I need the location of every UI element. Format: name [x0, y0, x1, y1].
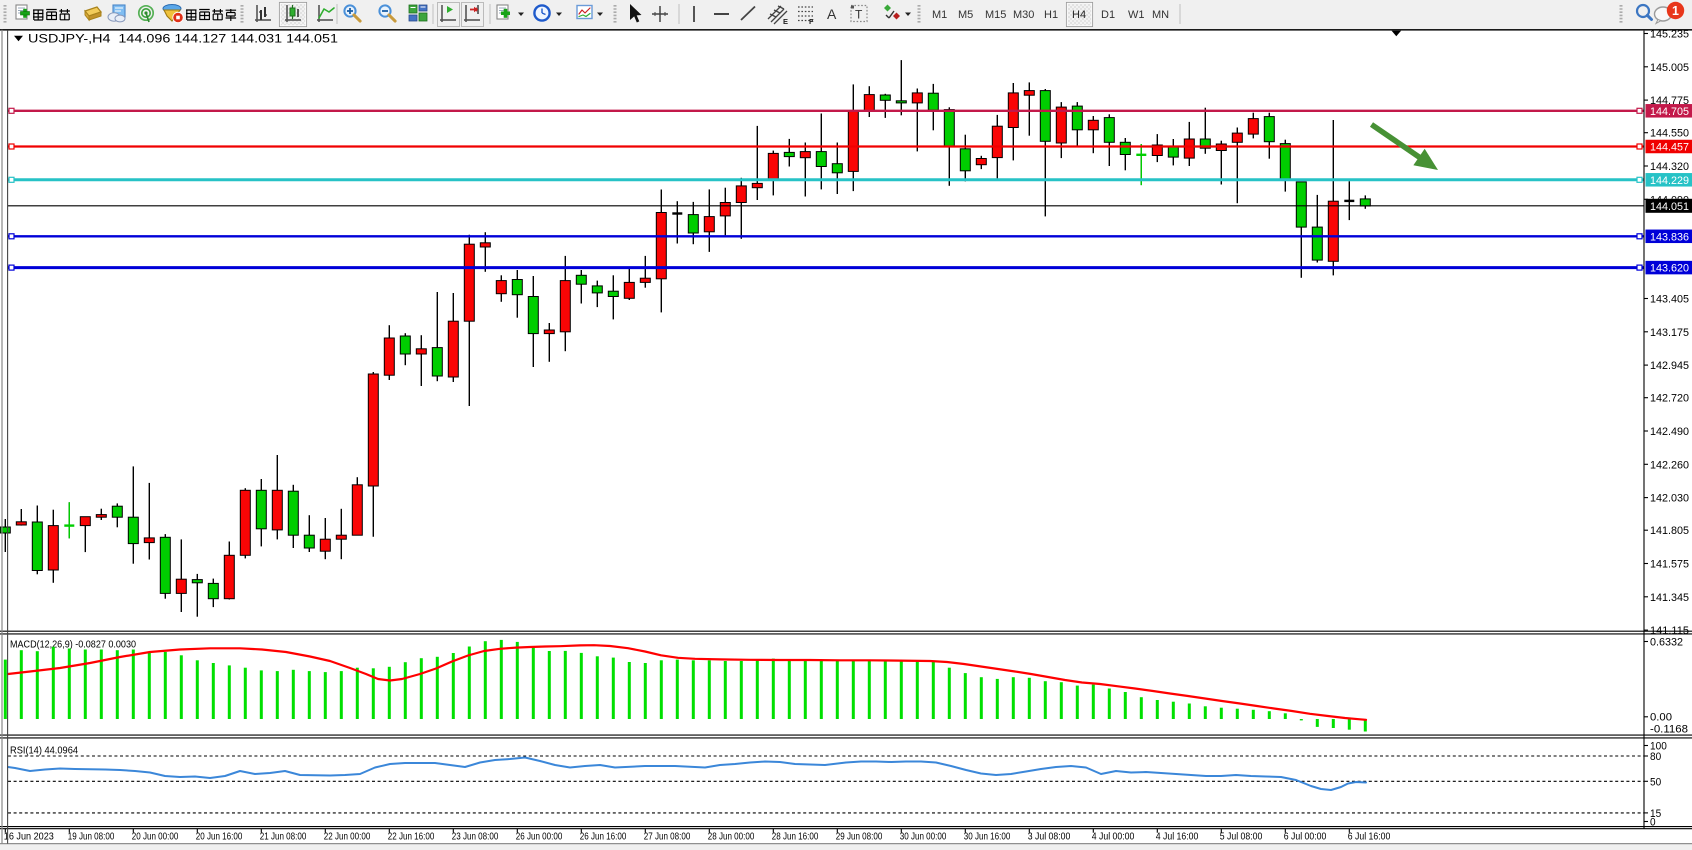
svg-text:142.945: 142.945 [1650, 360, 1689, 372]
svg-text:22 Jun 16:00: 22 Jun 16:00 [388, 832, 435, 843]
svg-text:28 Jun 00:00: 28 Jun 00:00 [708, 832, 755, 843]
svg-text:0.00: 0.00 [1650, 711, 1672, 723]
svg-text:28 Jun 16:00: 28 Jun 16:00 [772, 832, 819, 843]
svg-text:W1: W1 [1128, 9, 1145, 21]
svg-text:20 Jun 00:00: 20 Jun 00:00 [132, 832, 179, 843]
svg-text:141.345: 141.345 [1650, 592, 1689, 604]
svg-text:145.005: 145.005 [1650, 62, 1689, 74]
svg-text:RSI(14) 44.0964: RSI(14) 44.0964 [10, 746, 78, 757]
svg-text:144.457: 144.457 [1650, 142, 1689, 154]
svg-text:M1: M1 [932, 9, 947, 21]
svg-text:H4: H4 [1072, 9, 1086, 21]
svg-text:D1: D1 [1101, 9, 1115, 21]
svg-text:4 Jul 16:00: 4 Jul 16:00 [1156, 832, 1199, 843]
svg-text:144.229: 144.229 [1650, 175, 1689, 187]
svg-text:143.405: 143.405 [1650, 294, 1689, 306]
svg-text:50: 50 [1650, 776, 1661, 788]
svg-text:144.550: 144.550 [1650, 128, 1689, 140]
svg-text:6 Jul 00:00: 6 Jul 00:00 [1284, 832, 1327, 843]
svg-text:30 Jun 00:00: 30 Jun 00:00 [900, 832, 947, 843]
svg-text:E: E [783, 17, 788, 26]
svg-text:15: 15 [1650, 808, 1661, 820]
svg-text:3 Jul 08:00: 3 Jul 08:00 [1028, 832, 1071, 843]
svg-text:A: A [827, 6, 837, 22]
svg-text:MACD(12,26,9) -0.0827 0.0030: MACD(12,26,9) -0.0827 0.0030 [10, 640, 136, 651]
svg-text:144.320: 144.320 [1650, 161, 1689, 173]
svg-text:-0.1168: -0.1168 [1650, 723, 1688, 735]
svg-text:142.490: 142.490 [1650, 426, 1689, 438]
svg-text:141.575: 141.575 [1650, 559, 1689, 571]
svg-text:20 Jun 16:00: 20 Jun 16:00 [196, 832, 243, 843]
svg-text:141.115: 141.115 [1650, 625, 1689, 637]
svg-text:F: F [809, 17, 814, 26]
svg-text:19 Jun 08:00: 19 Jun 08:00 [68, 832, 115, 843]
svg-text:26 Jun 16:00: 26 Jun 16:00 [580, 832, 627, 843]
svg-text:4 Jul 00:00: 4 Jul 00:00 [1092, 832, 1135, 843]
svg-text:29 Jun 08:00: 29 Jun 08:00 [836, 832, 883, 843]
svg-text:26 Jun 00:00: 26 Jun 00:00 [516, 832, 563, 843]
svg-text:142.260: 142.260 [1650, 459, 1689, 471]
svg-text:141.805: 141.805 [1650, 525, 1689, 537]
svg-text:MN: MN [1152, 9, 1169, 21]
svg-text:M30: M30 [1013, 9, 1034, 21]
svg-text:21 Jun 08:00: 21 Jun 08:00 [260, 832, 307, 843]
svg-text:23 Jun 08:00: 23 Jun 08:00 [452, 832, 499, 843]
svg-text:1: 1 [1672, 4, 1679, 18]
svg-text:0.6332: 0.6332 [1650, 637, 1683, 649]
svg-text:143.620: 143.620 [1650, 263, 1689, 275]
svg-text:80: 80 [1650, 751, 1661, 763]
svg-text:M5: M5 [958, 9, 973, 21]
svg-text:22 Jun 00:00: 22 Jun 00:00 [324, 832, 371, 843]
svg-text:143.175: 143.175 [1650, 327, 1689, 339]
svg-text:100: 100 [1650, 741, 1667, 753]
svg-text:H1: H1 [1044, 9, 1058, 21]
svg-text:144.705: 144.705 [1650, 106, 1689, 118]
svg-text:6 Jul 16:00: 6 Jul 16:00 [1348, 832, 1391, 843]
svg-text:USDJPY-,H4 144.096 144.127 14: USDJPY-,H4 144.096 144.127 144.031 144.0… [28, 32, 338, 46]
svg-text:30 Jun 16:00: 30 Jun 16:00 [964, 832, 1011, 843]
svg-text:5 Jul 08:00: 5 Jul 08:00 [1220, 832, 1263, 843]
svg-text:16 Jun 2023: 16 Jun 2023 [4, 832, 54, 843]
svg-text:T: T [855, 8, 863, 22]
svg-text:143.836: 143.836 [1650, 231, 1689, 243]
svg-text:145.235: 145.235 [1650, 29, 1689, 41]
svg-text:M15: M15 [985, 9, 1006, 21]
svg-text:142.720: 142.720 [1650, 393, 1689, 405]
svg-text:144.051: 144.051 [1650, 201, 1689, 213]
svg-text:27 Jun 08:00: 27 Jun 08:00 [644, 832, 691, 843]
svg-text:0: 0 [1650, 817, 1656, 829]
svg-text:142.030: 142.030 [1650, 493, 1689, 505]
